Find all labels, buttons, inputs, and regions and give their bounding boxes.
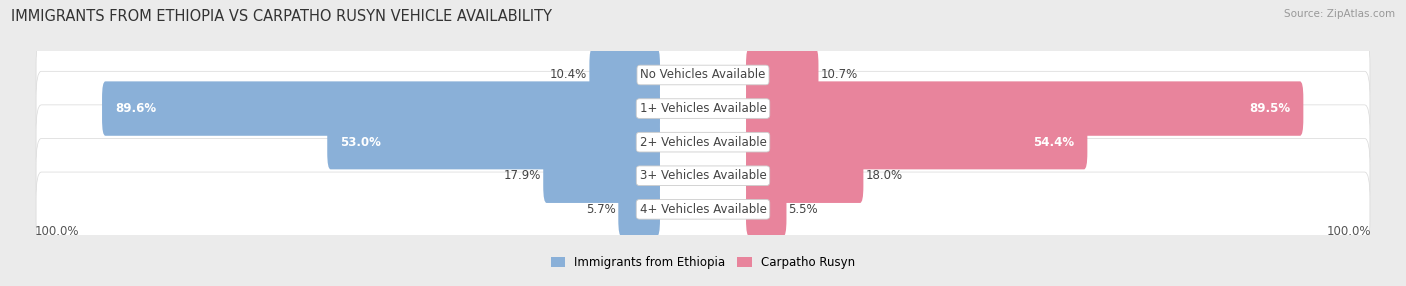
Text: 17.9%: 17.9% bbox=[503, 169, 541, 182]
Text: 1+ Vehicles Available: 1+ Vehicles Available bbox=[640, 102, 766, 115]
FancyBboxPatch shape bbox=[543, 148, 659, 203]
Text: 54.4%: 54.4% bbox=[1033, 136, 1074, 149]
FancyBboxPatch shape bbox=[747, 182, 786, 237]
FancyBboxPatch shape bbox=[747, 48, 818, 102]
Text: 5.7%: 5.7% bbox=[586, 203, 616, 216]
FancyBboxPatch shape bbox=[37, 105, 1369, 179]
FancyBboxPatch shape bbox=[37, 138, 1369, 213]
Text: 100.0%: 100.0% bbox=[1327, 225, 1371, 238]
Text: 53.0%: 53.0% bbox=[340, 136, 381, 149]
FancyBboxPatch shape bbox=[328, 115, 659, 169]
Text: 3+ Vehicles Available: 3+ Vehicles Available bbox=[640, 169, 766, 182]
FancyBboxPatch shape bbox=[103, 82, 659, 136]
Text: 10.7%: 10.7% bbox=[821, 68, 858, 82]
Text: No Vehicles Available: No Vehicles Available bbox=[640, 68, 766, 82]
FancyBboxPatch shape bbox=[747, 82, 1303, 136]
FancyBboxPatch shape bbox=[589, 48, 659, 102]
FancyBboxPatch shape bbox=[37, 38, 1369, 112]
Text: 5.5%: 5.5% bbox=[789, 203, 818, 216]
FancyBboxPatch shape bbox=[619, 182, 659, 237]
FancyBboxPatch shape bbox=[37, 172, 1369, 247]
Text: 100.0%: 100.0% bbox=[35, 225, 79, 238]
Text: 89.6%: 89.6% bbox=[115, 102, 156, 115]
FancyBboxPatch shape bbox=[747, 115, 1087, 169]
FancyBboxPatch shape bbox=[37, 71, 1369, 146]
FancyBboxPatch shape bbox=[747, 148, 863, 203]
Text: 4+ Vehicles Available: 4+ Vehicles Available bbox=[640, 203, 766, 216]
Text: 10.4%: 10.4% bbox=[550, 68, 588, 82]
Legend: Immigrants from Ethiopia, Carpatho Rusyn: Immigrants from Ethiopia, Carpatho Rusyn bbox=[551, 256, 855, 269]
Text: 89.5%: 89.5% bbox=[1249, 102, 1291, 115]
Text: 18.0%: 18.0% bbox=[865, 169, 903, 182]
Text: 2+ Vehicles Available: 2+ Vehicles Available bbox=[640, 136, 766, 149]
Text: Source: ZipAtlas.com: Source: ZipAtlas.com bbox=[1284, 9, 1395, 19]
Text: IMMIGRANTS FROM ETHIOPIA VS CARPATHO RUSYN VEHICLE AVAILABILITY: IMMIGRANTS FROM ETHIOPIA VS CARPATHO RUS… bbox=[11, 9, 553, 23]
